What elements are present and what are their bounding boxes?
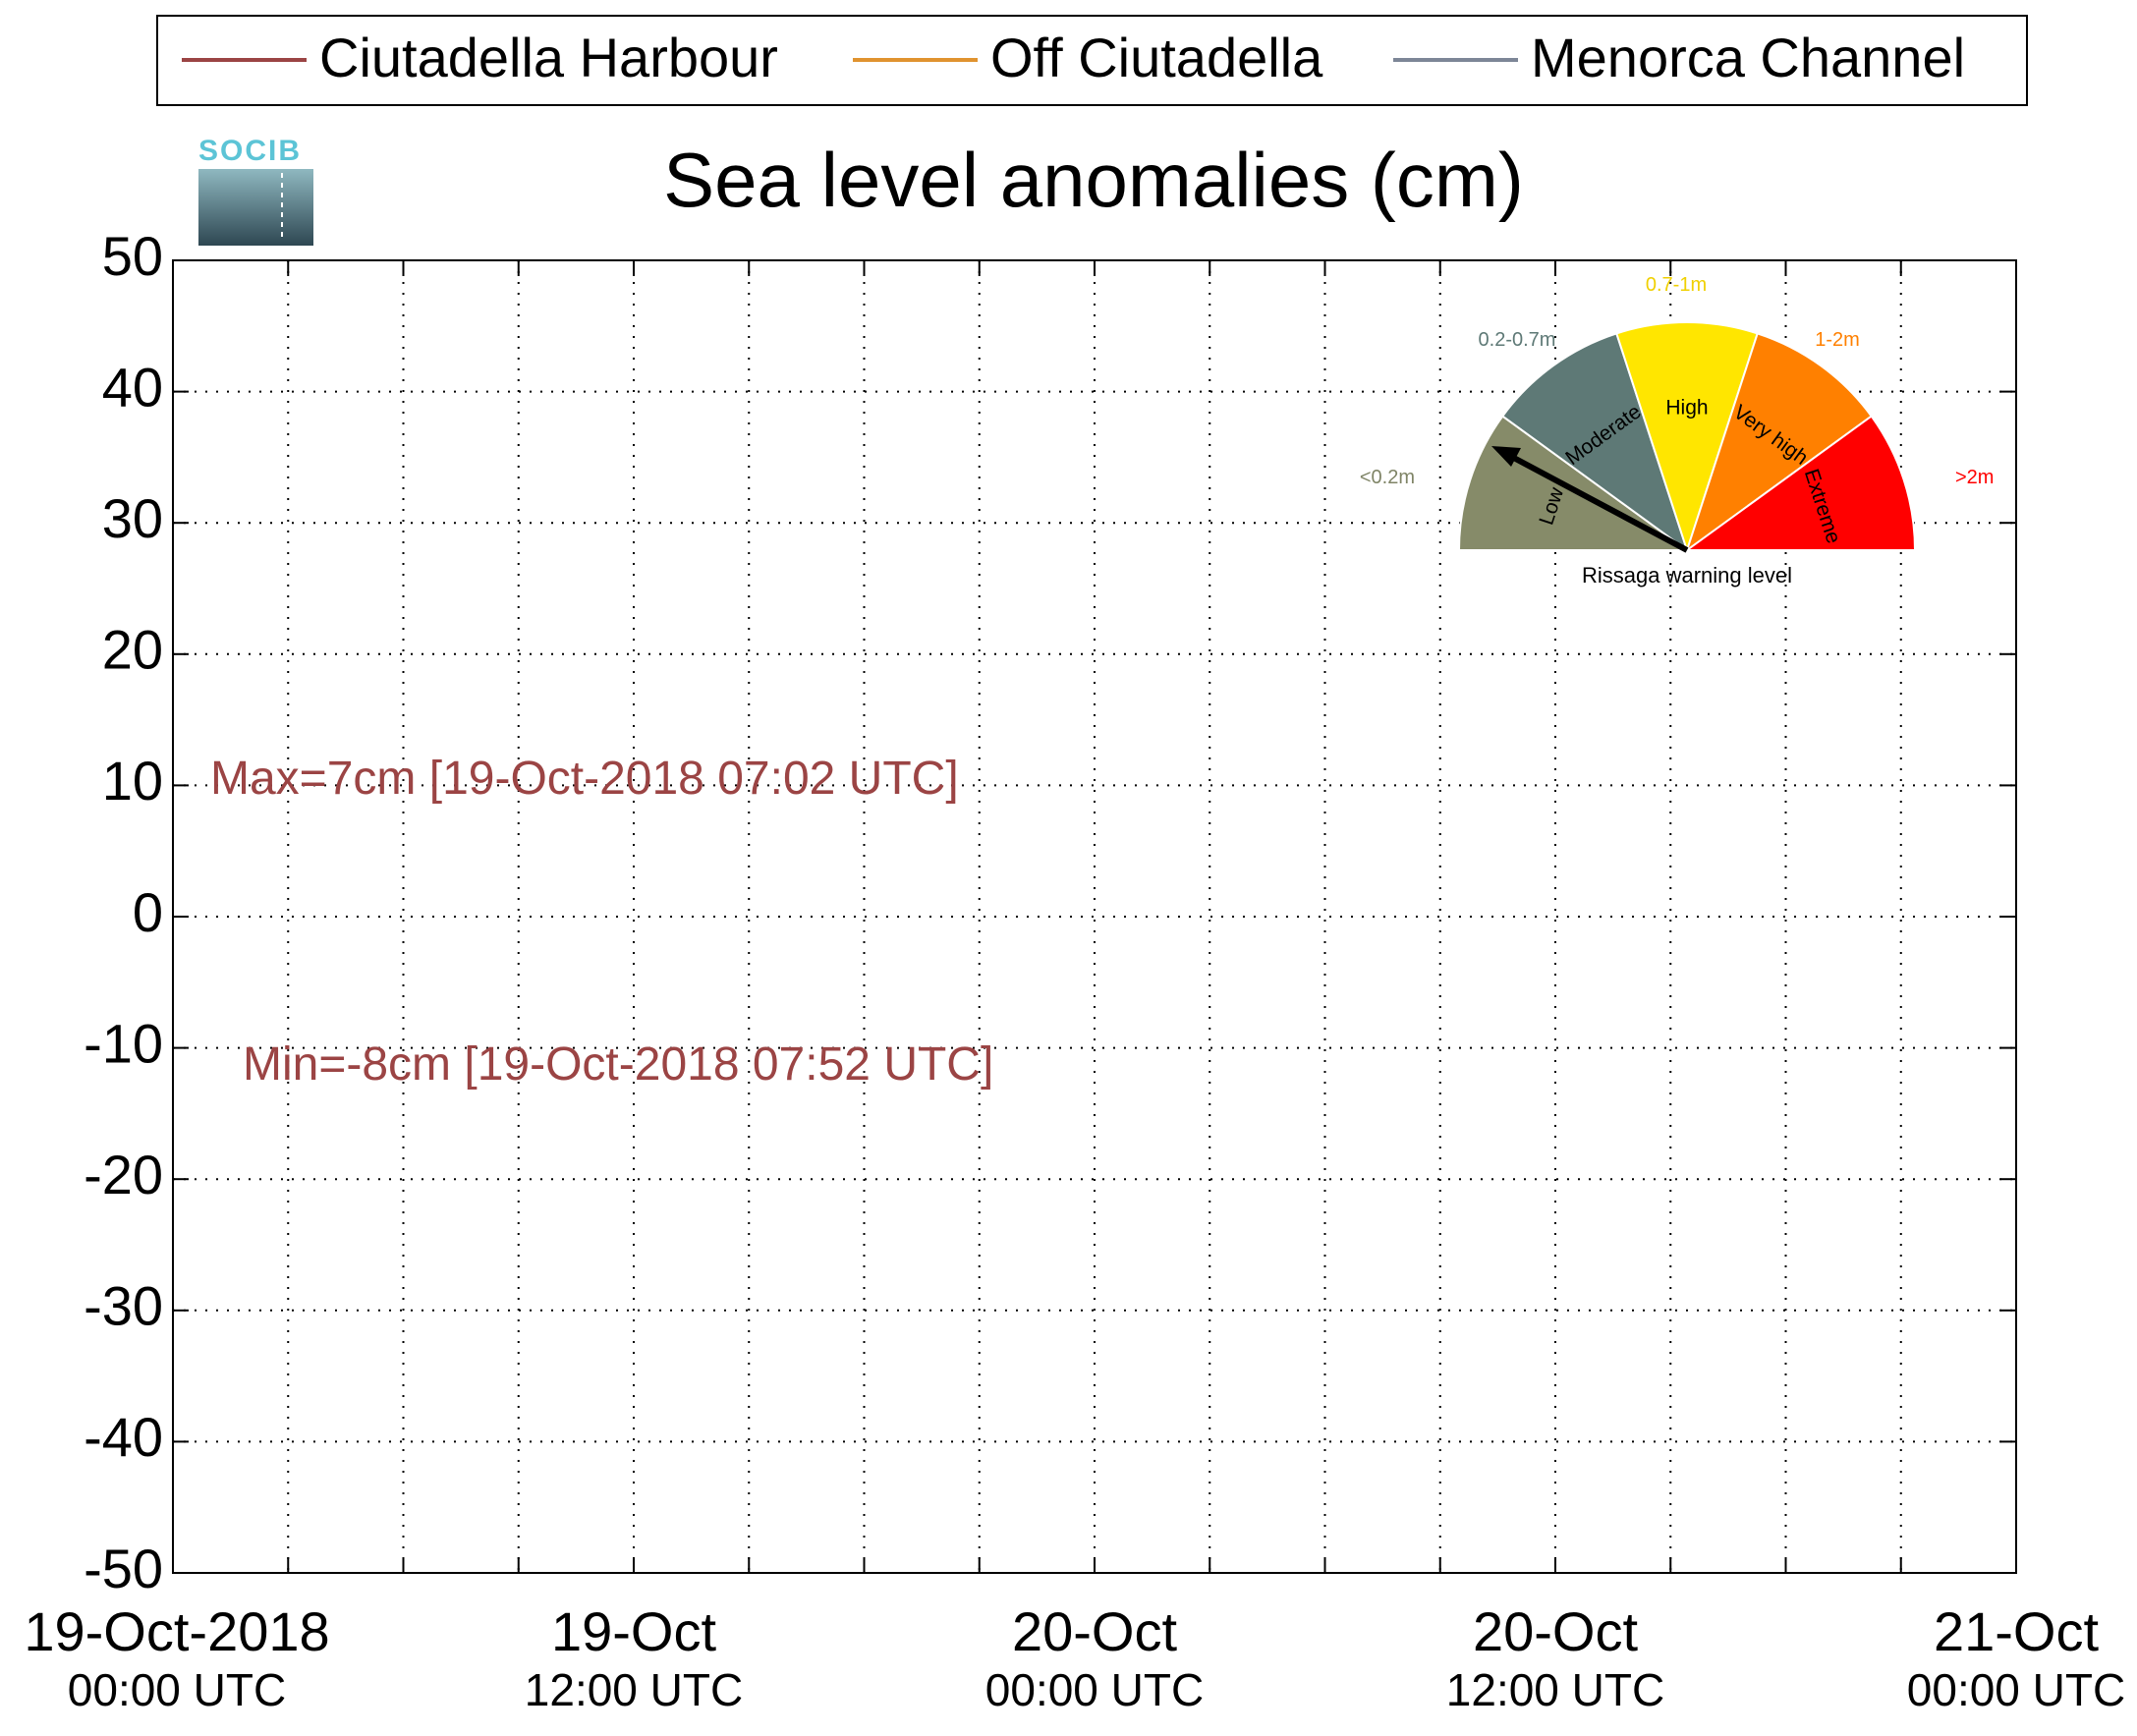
y-tick-label: -10 [84, 1012, 163, 1074]
x-tick-label-date: 20-Oct [1473, 1600, 1638, 1662]
y-tick-label: 10 [102, 750, 163, 812]
socib-logo: SOCIB [198, 135, 313, 246]
x-tick-label-date: 20-Oct [1012, 1600, 1177, 1662]
gauge-range-label: 0.7-1m [1646, 274, 1707, 296]
gauge-segment-extreme [1683, 415, 1917, 551]
socib-logo-text: SOCIB [198, 135, 302, 167]
y-tick-label: -40 [84, 1406, 163, 1468]
gauge-needle [1508, 453, 1689, 553]
x-tick-label-time: 00:00 UTC [1907, 1664, 2125, 1715]
gauge-range-label: 0.2-0.7m [1479, 329, 1556, 351]
x-tick-label-date: 21-Oct [1934, 1600, 2099, 1662]
x-tick-label-time: 12:00 UTC [525, 1664, 743, 1715]
gauge-range-label: 1-2m [1815, 329, 1860, 351]
y-tick-label: 30 [102, 487, 163, 549]
y-tick-label: 0 [133, 881, 163, 943]
x-tick-label-time: 00:00 UTC [68, 1664, 286, 1715]
axis-ticks [172, 259, 2017, 1574]
legend: Ciutadella Harbour Off Ciutadella Menorc… [156, 15, 2028, 106]
y-tick-label: 40 [102, 356, 163, 418]
gauge-segment-very-high [1685, 332, 1874, 553]
min-annotation: Min=-8cm [19-Oct-2018 07:52 UTC] [243, 1038, 993, 1091]
legend-label-menorca-channel: Menorca Channel [1531, 27, 1965, 88]
chart-title: Sea level anomalies (cm) [663, 137, 1524, 223]
gauge-needle-head [1491, 446, 1521, 467]
legend-label-off-ciutadella: Off Ciutadella [990, 27, 1323, 88]
y-axis-labels: 50 40 30 20 10 0 -10 -20 -30 -40 -50 [84, 225, 163, 1599]
gauge-range-label: >2m [1955, 467, 1994, 488]
y-tick-label: -20 [84, 1144, 163, 1205]
x-tick-label-date: 19-Oct-2018 [24, 1600, 329, 1662]
y-tick-label: 20 [102, 619, 163, 681]
y-tick-label: 50 [102, 225, 163, 287]
gauge-segment-moderate [1500, 332, 1689, 553]
x-tick-label-time: 00:00 UTC [985, 1664, 1204, 1715]
max-annotation: Max=7cm [19-Oct-2018 07:02 UTC] [210, 753, 959, 805]
legend-label-ciutadella-harbour: Ciutadella Harbour [319, 27, 778, 88]
x-tick-label-time: 12:00 UTC [1446, 1664, 1664, 1715]
gauge-range-label: <0.2m [1360, 467, 1415, 488]
gauge-segment-high [1615, 321, 1759, 554]
gauge-caption: Rissaga warning level [1582, 563, 1792, 588]
y-tick-label: -50 [84, 1538, 163, 1599]
gauge-segment-label: High [1665, 397, 1708, 420]
y-tick-label: -30 [84, 1275, 163, 1337]
x-tick-label-date: 19-Oct [551, 1600, 716, 1662]
